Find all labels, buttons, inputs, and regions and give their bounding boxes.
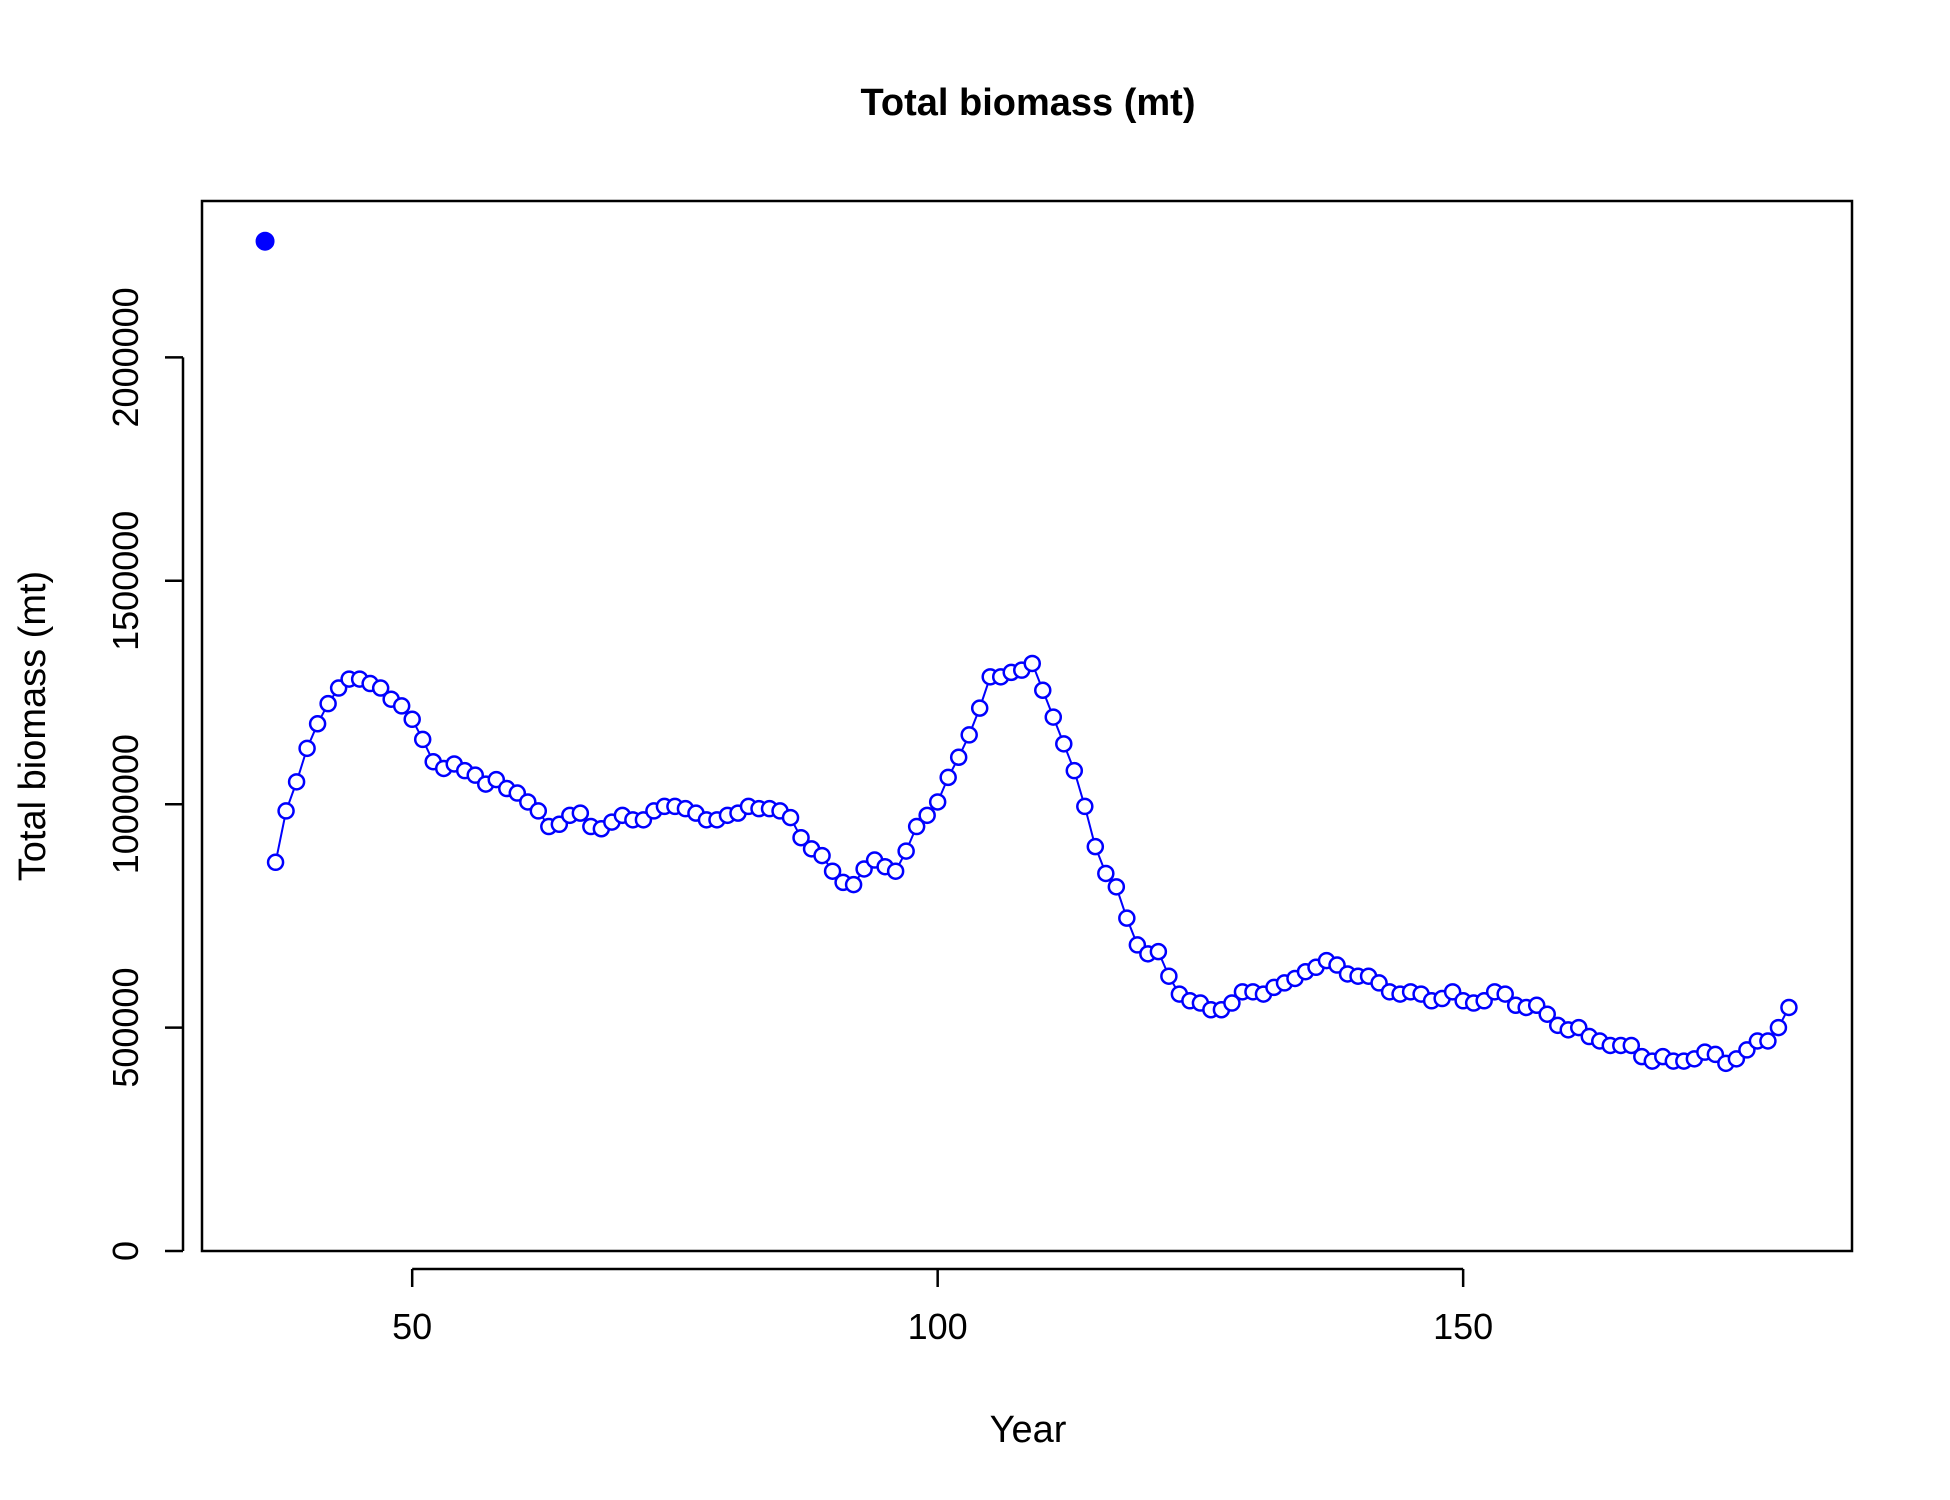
- data-point: [1769, 1018, 1788, 1037]
- data-point: [823, 862, 842, 880]
- data-point: [1149, 942, 1168, 961]
- data-point: [949, 748, 968, 767]
- data-point: [928, 793, 947, 811]
- data-point: [1034, 681, 1052, 700]
- data-point: [1076, 797, 1094, 816]
- data-point: [287, 773, 306, 791]
- data-point: [1086, 837, 1105, 856]
- data-point: [371, 679, 390, 697]
- data-point: [907, 817, 926, 836]
- series-line: [274, 661, 1790, 1065]
- y-tick-label: 1500000: [105, 511, 146, 651]
- data-point: [792, 828, 810, 847]
- data-point: [392, 697, 411, 715]
- data-point: [813, 846, 831, 865]
- data-point: [571, 804, 590, 822]
- data-point: [1097, 864, 1115, 883]
- x-tick-label: 150: [1433, 1306, 1493, 1347]
- data-point: [413, 730, 432, 749]
- x-axis: 50 100 150: [392, 1267, 1493, 1347]
- y-tick-label: 2000000: [105, 287, 146, 427]
- data-point: [970, 699, 989, 717]
- data-point: [781, 808, 800, 827]
- data-point: [1496, 985, 1514, 1003]
- data-point: [960, 726, 978, 744]
- data-point: [319, 694, 337, 713]
- data-point: [529, 802, 548, 820]
- data-point: [918, 806, 936, 825]
- data-point: [1223, 994, 1241, 1012]
- chart-title: Total biomass (mt): [861, 82, 1196, 124]
- data-point: [1759, 1032, 1777, 1050]
- y-axis-title: Total biomass (mt): [12, 571, 54, 881]
- data-point: [1055, 735, 1073, 753]
- y-tick-label: 0: [105, 1241, 146, 1261]
- data-point: [1107, 878, 1126, 896]
- data-point: [298, 739, 316, 758]
- x-tick-label: 100: [908, 1306, 968, 1347]
- data-point: [939, 768, 957, 787]
- y-tick-label: 1000000: [105, 734, 146, 874]
- data-point: [1538, 1005, 1556, 1023]
- series-layer: [255, 231, 1798, 1073]
- data-point: [403, 710, 421, 729]
- data-point: [844, 875, 863, 894]
- data-point: [1622, 1036, 1641, 1055]
- x-tick-label: 50: [392, 1306, 432, 1347]
- data-point: [1780, 998, 1798, 1017]
- data-point: [266, 853, 285, 872]
- data-point: [1065, 761, 1084, 780]
- y-tick-label: 500000: [105, 968, 146, 1088]
- plot-frame: [200, 199, 1854, 1253]
- data-point: [1160, 967, 1178, 985]
- data-point: [1023, 654, 1042, 673]
- data-point: [308, 715, 327, 733]
- data-point: [277, 802, 295, 820]
- data-point: [886, 862, 905, 880]
- data-point: [1118, 909, 1136, 927]
- x-axis-title: Year: [990, 1409, 1067, 1451]
- y-axis: 0 500000 1000000 1500000 2000000: [105, 287, 185, 1261]
- initial-biomass-point: [255, 231, 275, 251]
- data-point: [897, 842, 915, 860]
- data-point: [1044, 708, 1063, 726]
